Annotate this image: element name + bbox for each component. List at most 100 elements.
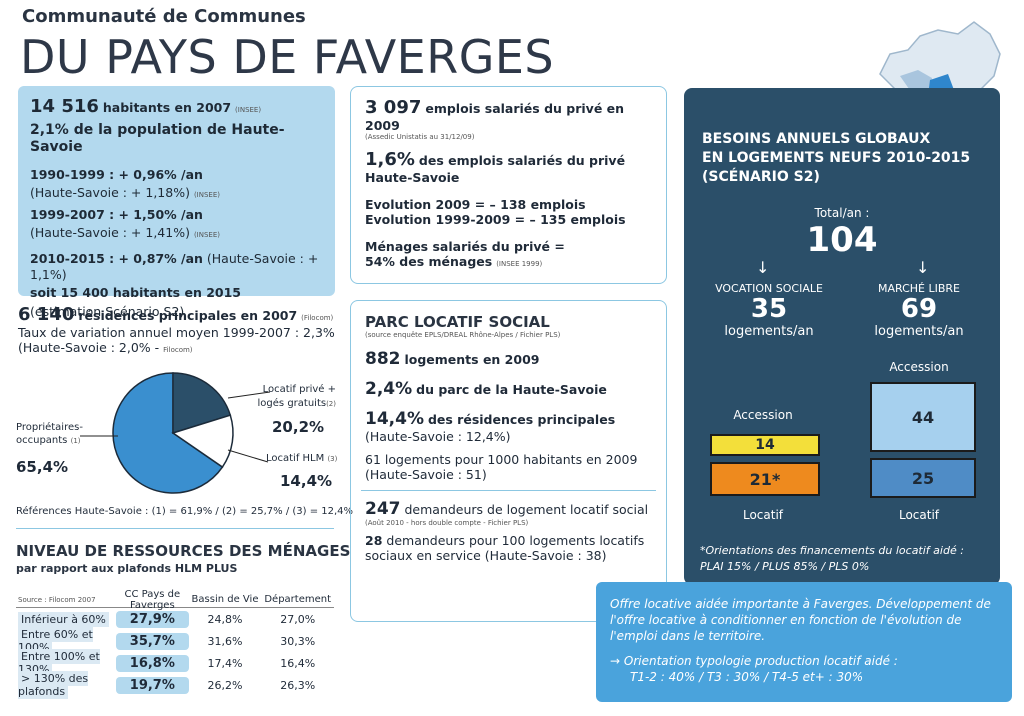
employment-share-label2: Haute-Savoie [365,170,460,185]
source-note: (INSEE 1999) [496,260,543,268]
social-unit: logements/an [724,324,814,339]
pie-slice-0 [112,372,224,494]
evolution-1999: Evolution 1999-2009 = – 135 emplois [365,212,626,227]
cell-bassin: 26,2% [207,678,243,692]
social-locatif-bar: 21* [710,462,820,496]
needs-title: BESOINS ANNUELS GLOBAUX EN LOGEMENTS NEU… [702,130,970,187]
housing-per-1000: 61 logements pour 1000 habitants en 2009 [365,452,638,467]
households-label: Ménages salariés du privé = [365,239,565,254]
pie-label-text: Propriétaires-occupants [16,422,83,446]
pie-label-hlm: Locatif HLM (3) [266,453,337,464]
cell-cc: 35,7% [116,632,189,650]
applicants-count: 247 [365,499,401,519]
source-note: (3) [327,455,338,463]
accession-label: Accession [889,360,949,374]
cell-departement: 30,3% [280,634,316,648]
cell-departement: 16,4% [280,656,316,670]
residences-pie-chart [112,372,234,494]
needs-title-line: (SCÉNARIO S2) [702,168,820,185]
needs-panel: BESOINS ANNUELS GLOBAUX EN LOGEMENTS NEU… [684,88,1000,585]
source-note: Filocom) [163,346,193,354]
column-header: CC Pays de Faverges [124,588,181,611]
growth-2010-hs: (Haute-Savoie : + 1,1%) [30,251,319,282]
pie-label-proprietaires: Propriétaires-occupants (1) [16,422,96,447]
orientation-values: T1-2 : 40% / T3 : 30% / T4-5 et+ : 30% [630,669,864,684]
pie-label-prive: Locatif privé + logés gratuits(2) [244,383,336,410]
employment-share-label: des emplois salariés du privé [418,153,626,168]
residences-count: 6 140 [18,304,75,325]
cell-cc: 27,9% [116,610,189,628]
accession-label: Accession [733,408,793,422]
cell-departement: 26,3% [280,678,316,692]
table-source: Source : Filocom 2007 [18,595,96,604]
resources-title: NIVEAU DE RESSOURCES DES MÉNAGES [16,542,351,560]
cell-cc: 19,7% [116,676,189,694]
population-label: habitants en 2007 [102,100,232,115]
housing-per-1000-hs: (Haute-Savoie : 51) [365,467,487,482]
free-market-unit: logements/an [874,324,964,339]
source-note: (source enquête EPLS/DREAL Rhône-Alpes /… [365,331,561,339]
population-box: 14 516 habitants en 2007 (INSEE) 2,1% de… [18,86,335,319]
social-accession-bar: 14 [710,434,820,456]
pie-label-text: Locatif HLM [266,453,325,464]
source-note: (Filocom) [301,314,334,322]
scenario-note: (estimation Scénario S2) [30,303,185,319]
pie-value-proprietaires: 65,4% [16,458,69,476]
population-share-label: de la population de Haute-Savoie [30,121,285,156]
financing-note: *Orientations des financements du locati… [700,544,964,557]
offre-text: Offre locative aidée importante à Faverg… [610,597,991,644]
residences-share-label: des résidences principales [427,412,616,427]
households-value: 54% des ménages [365,254,493,269]
page-title: DU PAYS DE FAVERGES [20,30,555,84]
source-note: (INSEE) [193,231,221,240]
source-note: (Août 2010 - hors double compte - Fichie… [365,519,529,527]
housing-count: 882 [365,349,401,369]
needs-title-line: BESOINS ANNUELS GLOBAUX [702,131,931,147]
free-market-value: 69 [900,294,938,324]
pie-slice-1 [172,372,232,435]
population-count: 14 516 [30,96,99,117]
resources-subtitle: par rapport aux plafonds HLM PLUS [16,562,238,575]
needs-title-line: EN LOGEMENTS NEUFS 2010-2015 [702,149,971,166]
cell-cc: 16,8% [116,654,189,672]
social-label: VOCATION SOCIALE [715,282,823,295]
residences-section: 6 140 résidences principales en 2007 (Fi… [18,304,338,355]
social-value: 35 [750,294,788,324]
arrow-down-icon: ↓ [916,258,930,277]
financing-values: PLAI 15% / PLUS 85% / PLS 0% [700,560,870,573]
housing-share: 2,4% [365,379,413,399]
employment-label: emplois salariés du privé en 2009 [365,101,625,133]
employment-box: 3 097 emplois salariés du privé en 2009 … [350,86,667,284]
locatif-label: Locatif [742,508,784,522]
social-housing-box: PARC LOCATIF SOCIAL (source enquête EPLS… [350,300,667,622]
employment-count: 3 097 [365,97,422,118]
column-header: Département [264,594,332,605]
residences-share: 14,4% [365,409,424,429]
table-row: > 130% des plafonds 19,7% 26,2% 26,3% [16,671,334,699]
housing-count-label: logements en 2009 [404,352,540,367]
arrow-down-icon: ↓ [756,258,770,277]
residences-share-hs: (Haute-Savoie : 12,4%) [365,429,511,444]
row-label: Inférieur à 60% [18,611,109,627]
population-2015: soit 15 400 habitants en 2015 [30,285,241,301]
applicants-label: demandeurs de logement locatif social [404,502,649,517]
variation-hs: (Haute-Savoie : 2,0% - [18,340,160,355]
divider [361,490,656,491]
variation-rate: Taux de variation annuel moyen 1999-2007… [18,325,335,340]
total-value: 104 [806,220,878,260]
growth-1990: 1990-1999 : + 0,96% /an [30,166,203,182]
locatif-label: Locatif [898,508,940,522]
total-label: Total/an : [814,206,870,220]
source-note: (1) [70,436,81,445]
page-subtitle: Communauté de Communes [22,6,306,27]
pie-value-hlm: 14,4% [280,472,333,490]
applicants-ratio-label: demandeurs pour 100 logements locatifs [386,533,645,548]
growth-2010: 2010-2015 : + 0,87% /an [30,251,203,266]
applicants-ratio-label2: sociaux en service (Haute-Savoie : 38) [365,548,607,563]
table-header: Source : Filocom 2007 CC Pays de Faverge… [16,588,334,611]
source-note: (INSEE) [235,106,262,114]
source-note: (Assedic Unistatis au 31/12/09) [365,133,475,141]
cell-bassin: 31,6% [207,634,243,648]
references-hs: Références Haute-Savoie : (1) = 61,9% / … [16,506,354,517]
pie-slice-2 [171,414,234,469]
